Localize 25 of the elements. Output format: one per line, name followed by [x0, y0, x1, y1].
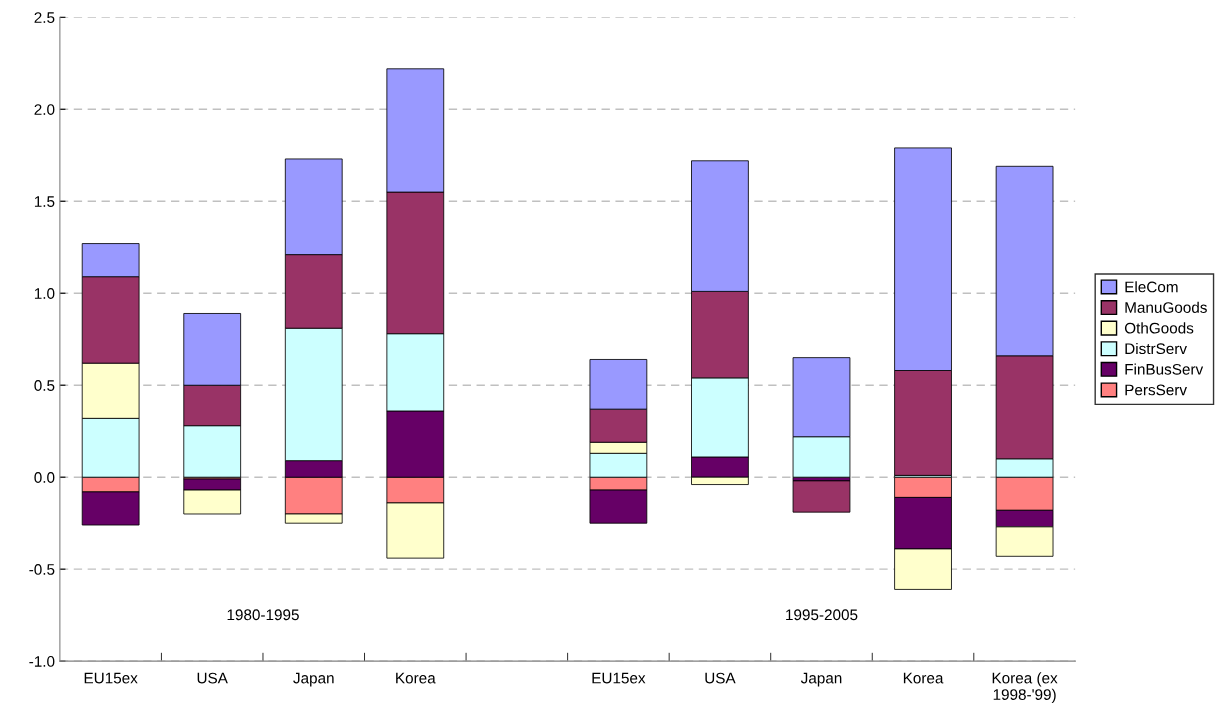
- x-tick-label: USA: [197, 672, 228, 684]
- legend-label: ManuGoods: [1125, 301, 1207, 313]
- legend-label: PersServ: [1125, 384, 1187, 396]
- legend-label: FinBusServ: [1125, 363, 1204, 375]
- x-tick-label: Japan: [800, 672, 842, 687]
- annotation: 1995-2005: [786, 609, 858, 621]
- y-tick-label: 1.5: [34, 196, 55, 207]
- y-tick-label: -1.0: [29, 656, 55, 667]
- y-tick-label: 0.0: [34, 472, 55, 483]
- legend-label: OthGoods: [1124, 322, 1194, 334]
- legend-label: EleCom: [1125, 281, 1178, 293]
- y-tick-label: -0.5: [29, 564, 55, 575]
- x-tick-label: Korea: [903, 672, 944, 684]
- y-tick-label: 2.0: [34, 104, 55, 115]
- x-tick-label: Japan: [293, 672, 334, 687]
- y-tick-label: 2.5: [34, 12, 55, 23]
- annotation: 1980-1995: [227, 609, 299, 621]
- x-tick-label: EU15ex: [84, 672, 138, 684]
- x-tick-label: EU15ex: [592, 672, 646, 684]
- x-tick-label: Korea (ex 1998-'99): [992, 672, 1058, 703]
- y-tick-label: 0.5: [34, 380, 55, 391]
- x-tick-label: USA: [705, 672, 736, 684]
- x-tick-label: Korea: [396, 672, 436, 684]
- y-tick-label: 1.0: [34, 288, 55, 299]
- legend-label: DistrServ: [1125, 342, 1187, 355]
